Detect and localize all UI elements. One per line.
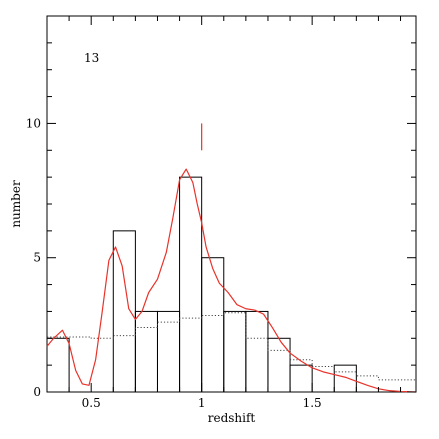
x-axis-label: redshift (208, 411, 256, 425)
x-tick-label: 0.5 (82, 396, 101, 410)
dotted-step-line (47, 312, 416, 381)
histogram-bar (289, 364, 313, 393)
histogram-bar (223, 310, 247, 393)
histogram-bar (333, 364, 357, 393)
y-tick-label: 5 (33, 251, 41, 265)
histogram-bar (156, 310, 181, 393)
plot-frame (46, 15, 417, 393)
x-tick-label: 1.5 (303, 396, 322, 410)
y-axis-label: number (9, 180, 23, 228)
x-tick-label: 1 (198, 396, 206, 410)
annotation-label: 13 (84, 51, 99, 65)
series-lines (46, 168, 417, 393)
smoothed-density-curve (46, 168, 417, 393)
histogram-bar (112, 230, 136, 393)
histogram-bar (134, 310, 158, 393)
y-tick-label: 10 (26, 116, 41, 130)
y-tick-label: 0 (33, 385, 41, 399)
axis-ticks (46, 15, 416, 393)
histogram-bar (201, 257, 225, 393)
histogram-bar (267, 337, 291, 393)
histogram-bar (245, 310, 269, 393)
tick-labels: 0.5 1 1.5 0 5 10 (26, 116, 322, 410)
